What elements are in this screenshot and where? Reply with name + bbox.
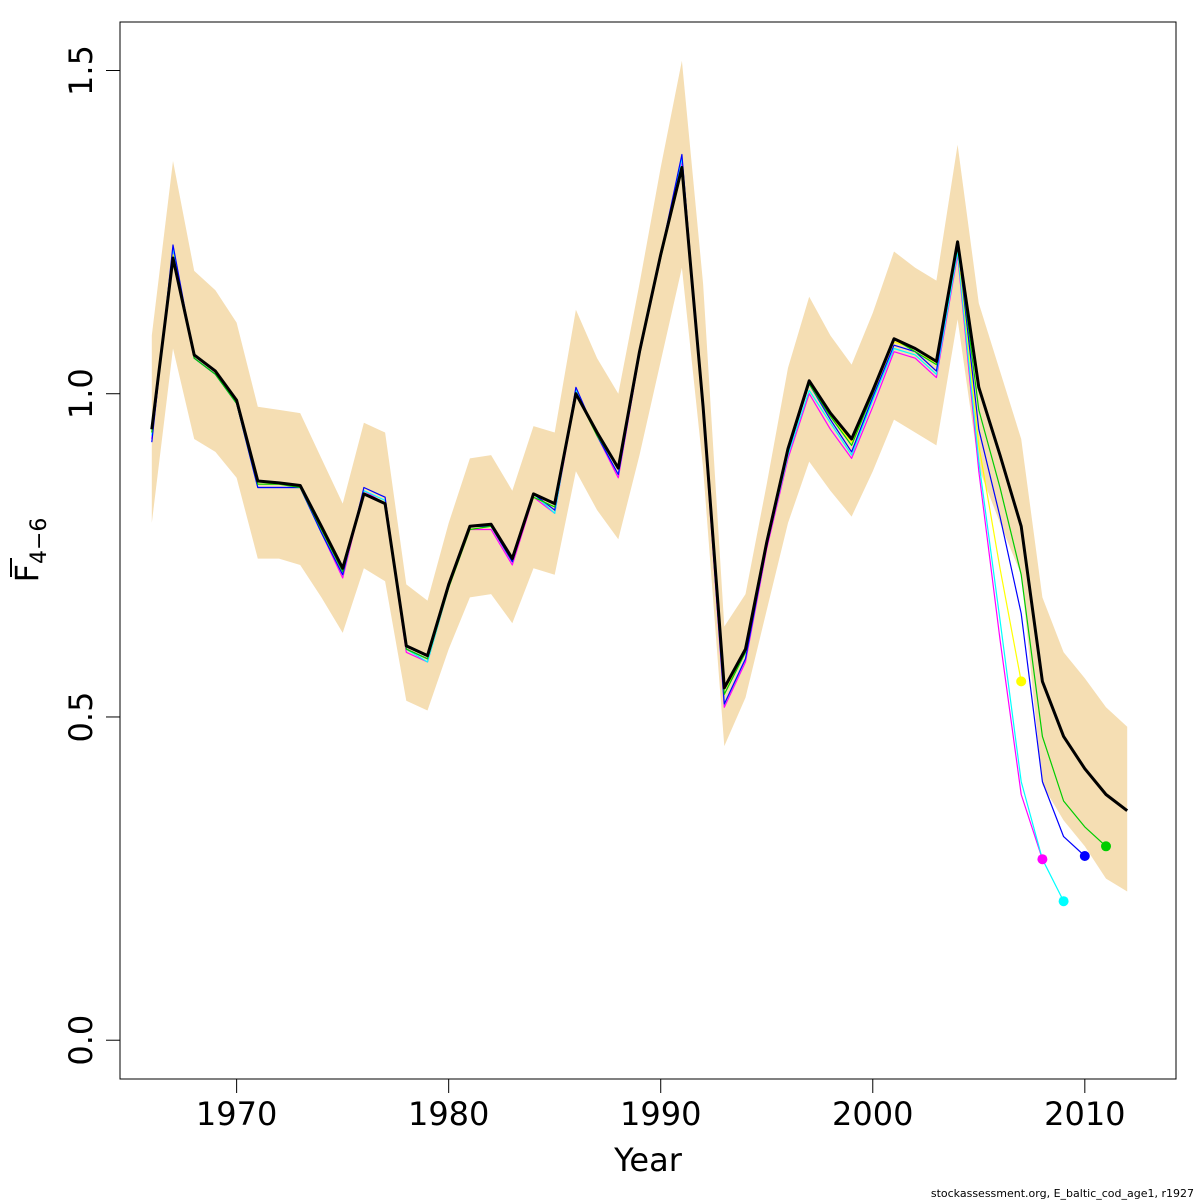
y-tick-label-0: 0.0 xyxy=(62,1015,100,1066)
series-end-point-0 xyxy=(1037,854,1048,865)
footer-caption: stockassessment.org, E_baltic_cod_age1, … xyxy=(931,1187,1194,1200)
series-end-point-4 xyxy=(1101,841,1111,852)
series-end-point-3 xyxy=(1079,851,1090,861)
series-end-point-1 xyxy=(1058,896,1069,907)
y-tick-label-3: 1.5 xyxy=(62,45,100,96)
x-tick-label-2010: 2010 xyxy=(1044,1095,1125,1133)
series-end-point-2 xyxy=(1016,676,1027,687)
svg-text:F4−6: F4−6 xyxy=(8,518,52,583)
series-line-5 xyxy=(150,166,1129,812)
x-axis-title: Year xyxy=(613,1141,683,1179)
x-tick-label-1980: 1980 xyxy=(408,1095,489,1133)
y-axis-title-subscript: 4−6 xyxy=(27,518,52,564)
x-axis: 1970 1980 1990 2000 2010 xyxy=(196,1078,1126,1133)
y-tick-label-1: 0.5 xyxy=(62,692,100,743)
y-axis-title: F xyxy=(8,564,46,582)
y-axis: 0.0 0.5 1.0 1.5 xyxy=(62,45,121,1066)
x-tick-label-1970: 1970 xyxy=(196,1095,277,1133)
series-layer xyxy=(150,153,1129,902)
y-axis-title-group: F4−6 xyxy=(8,518,52,583)
x-tick-label-2000: 2000 xyxy=(832,1095,913,1133)
x-tick-label-1990: 1990 xyxy=(620,1095,701,1133)
end-marker-layer xyxy=(1016,676,1111,907)
y-tick-label-2: 1.0 xyxy=(62,368,100,419)
